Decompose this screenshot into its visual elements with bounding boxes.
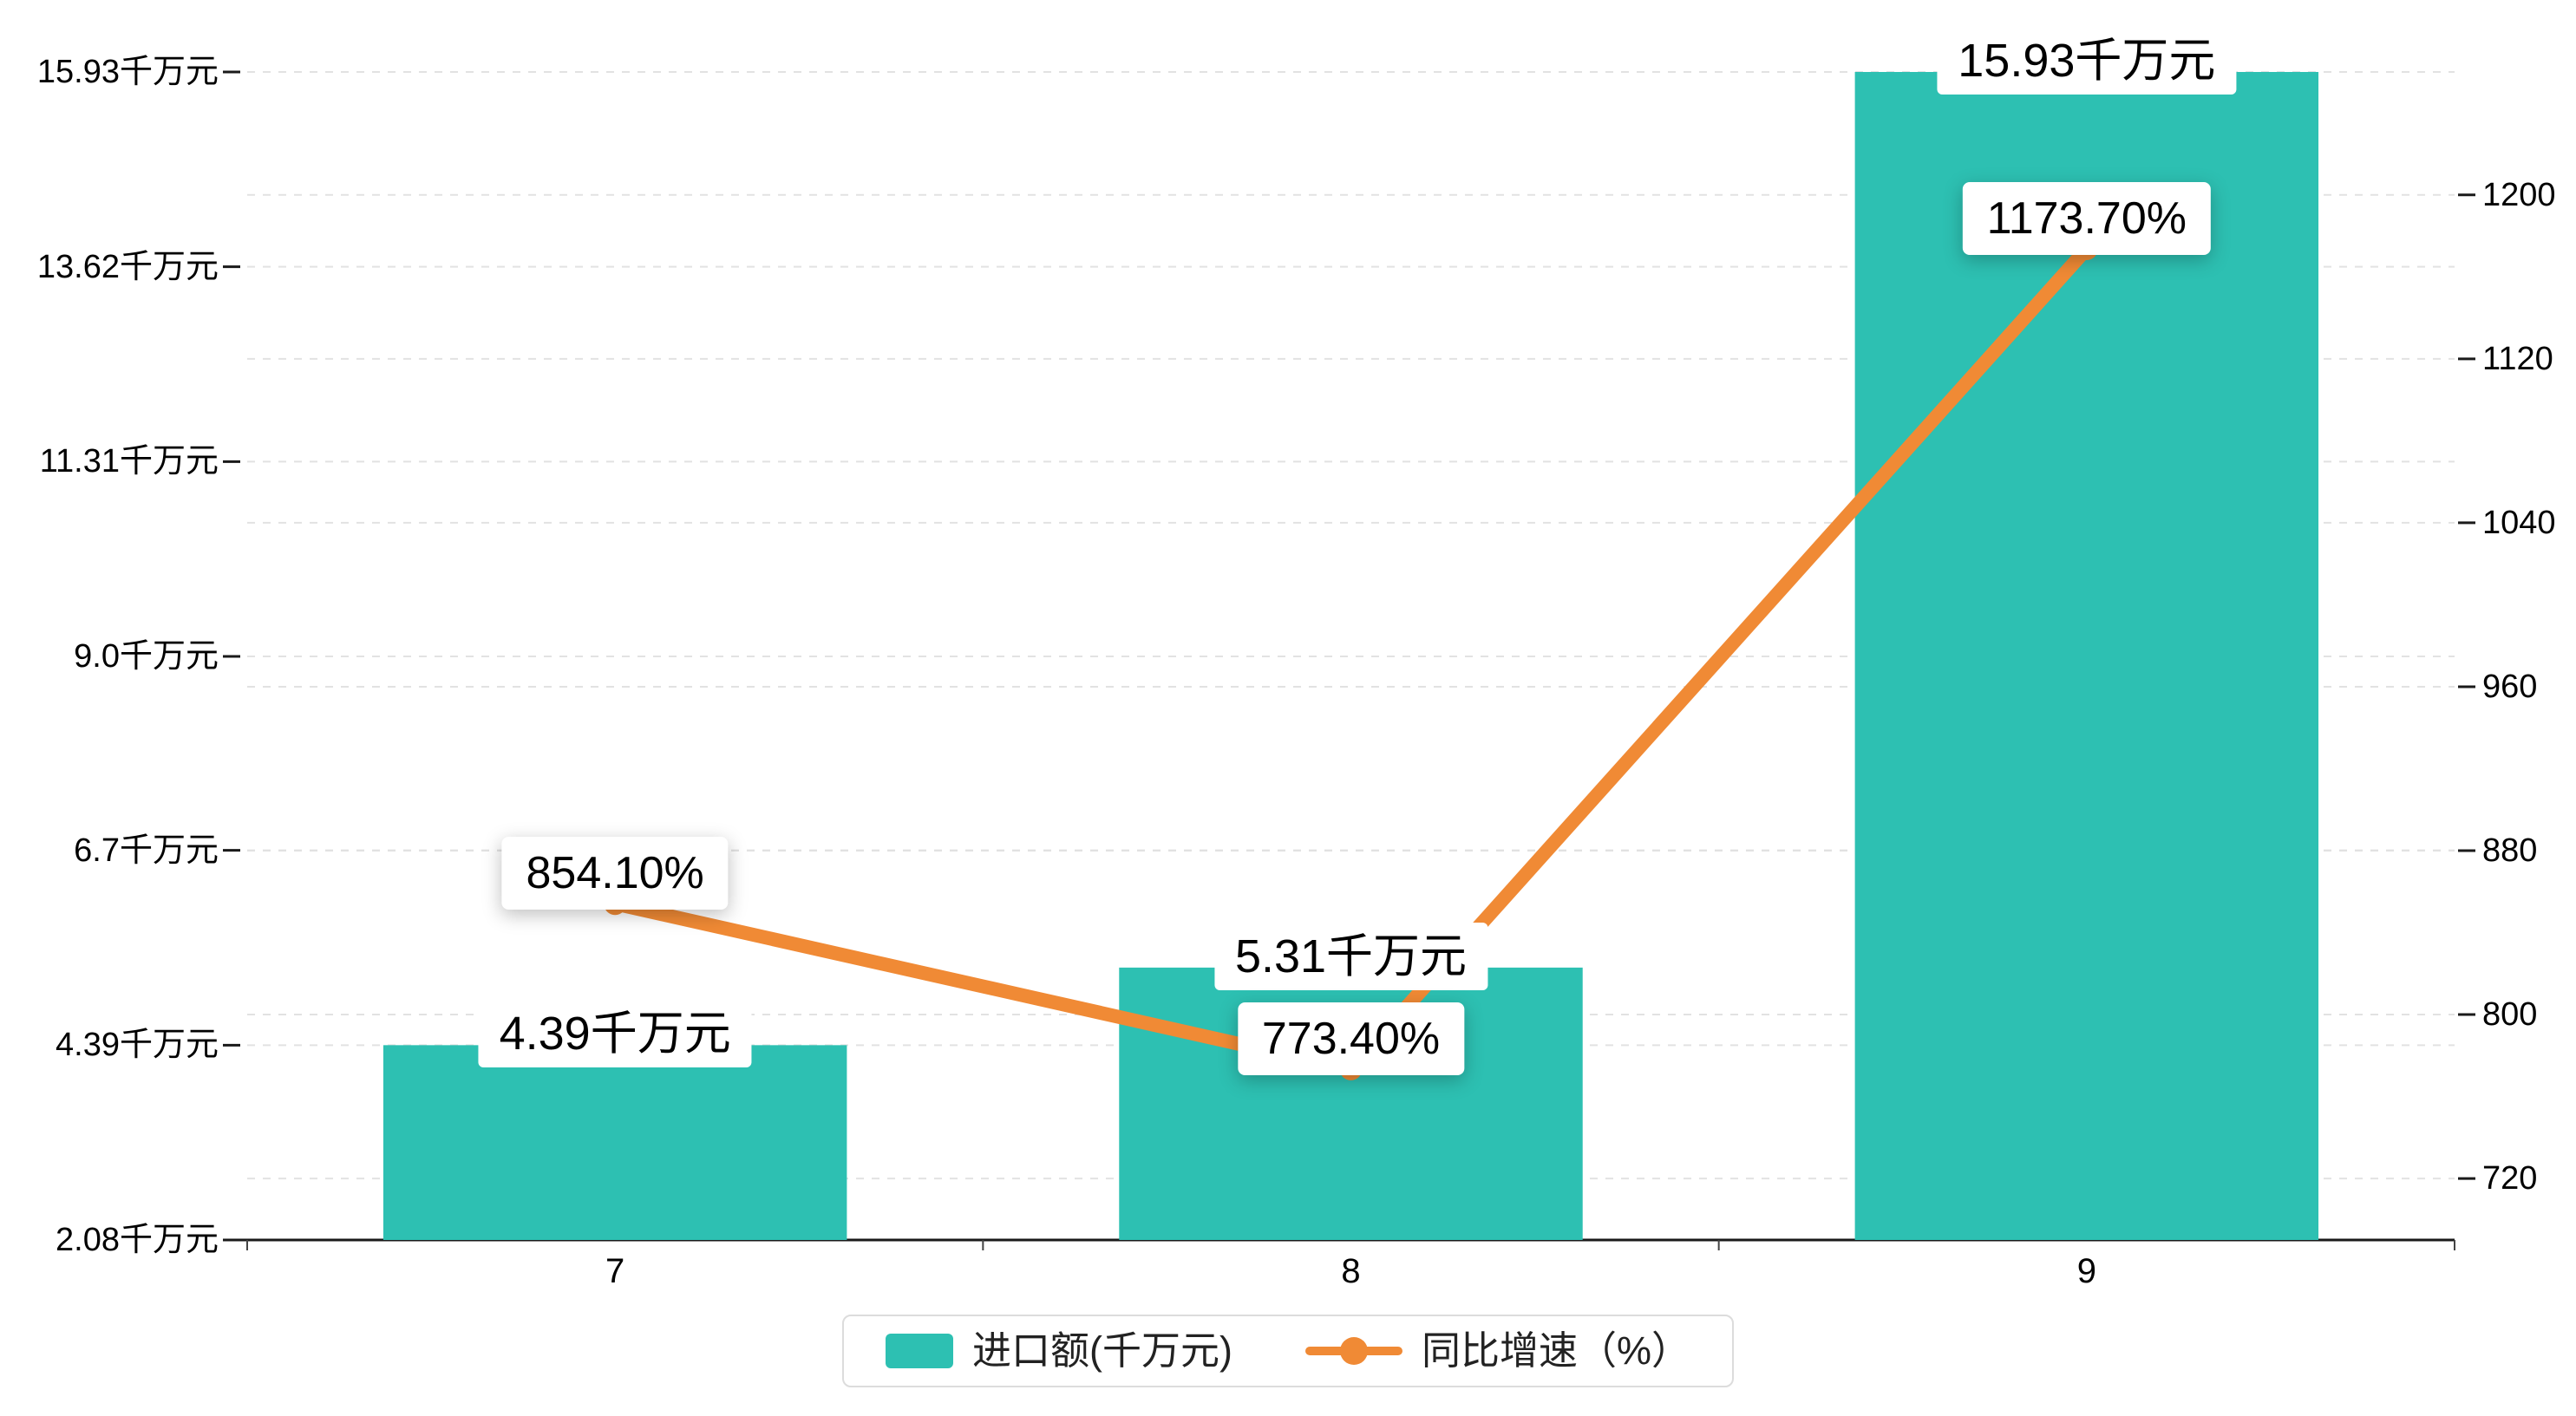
line-swatch-icon [1304, 1337, 1402, 1365]
legend-label: 进口额(千万元) [972, 1328, 1232, 1373]
legend: 进口额(千万元) 同比增速（%） [842, 1315, 1734, 1387]
line-point-month-9 [2075, 237, 2098, 260]
line-point-month-8 [1339, 1057, 1363, 1080]
bar-swatch-icon [886, 1334, 953, 1368]
line-point-month-7 [604, 892, 627, 916]
bar-month-8 [1119, 967, 1583, 1240]
legend-item-growth-rate[interactable]: 同比增速（%） [1304, 1328, 1690, 1374]
bar-month-9 [1854, 72, 2319, 1240]
line-dot-icon [1339, 1337, 1368, 1365]
legend-item-import-value[interactable]: 进口额(千万元) [886, 1328, 1232, 1374]
legend-label: 同比增速（%） [1421, 1328, 1690, 1373]
bar-month-7 [382, 1045, 847, 1240]
